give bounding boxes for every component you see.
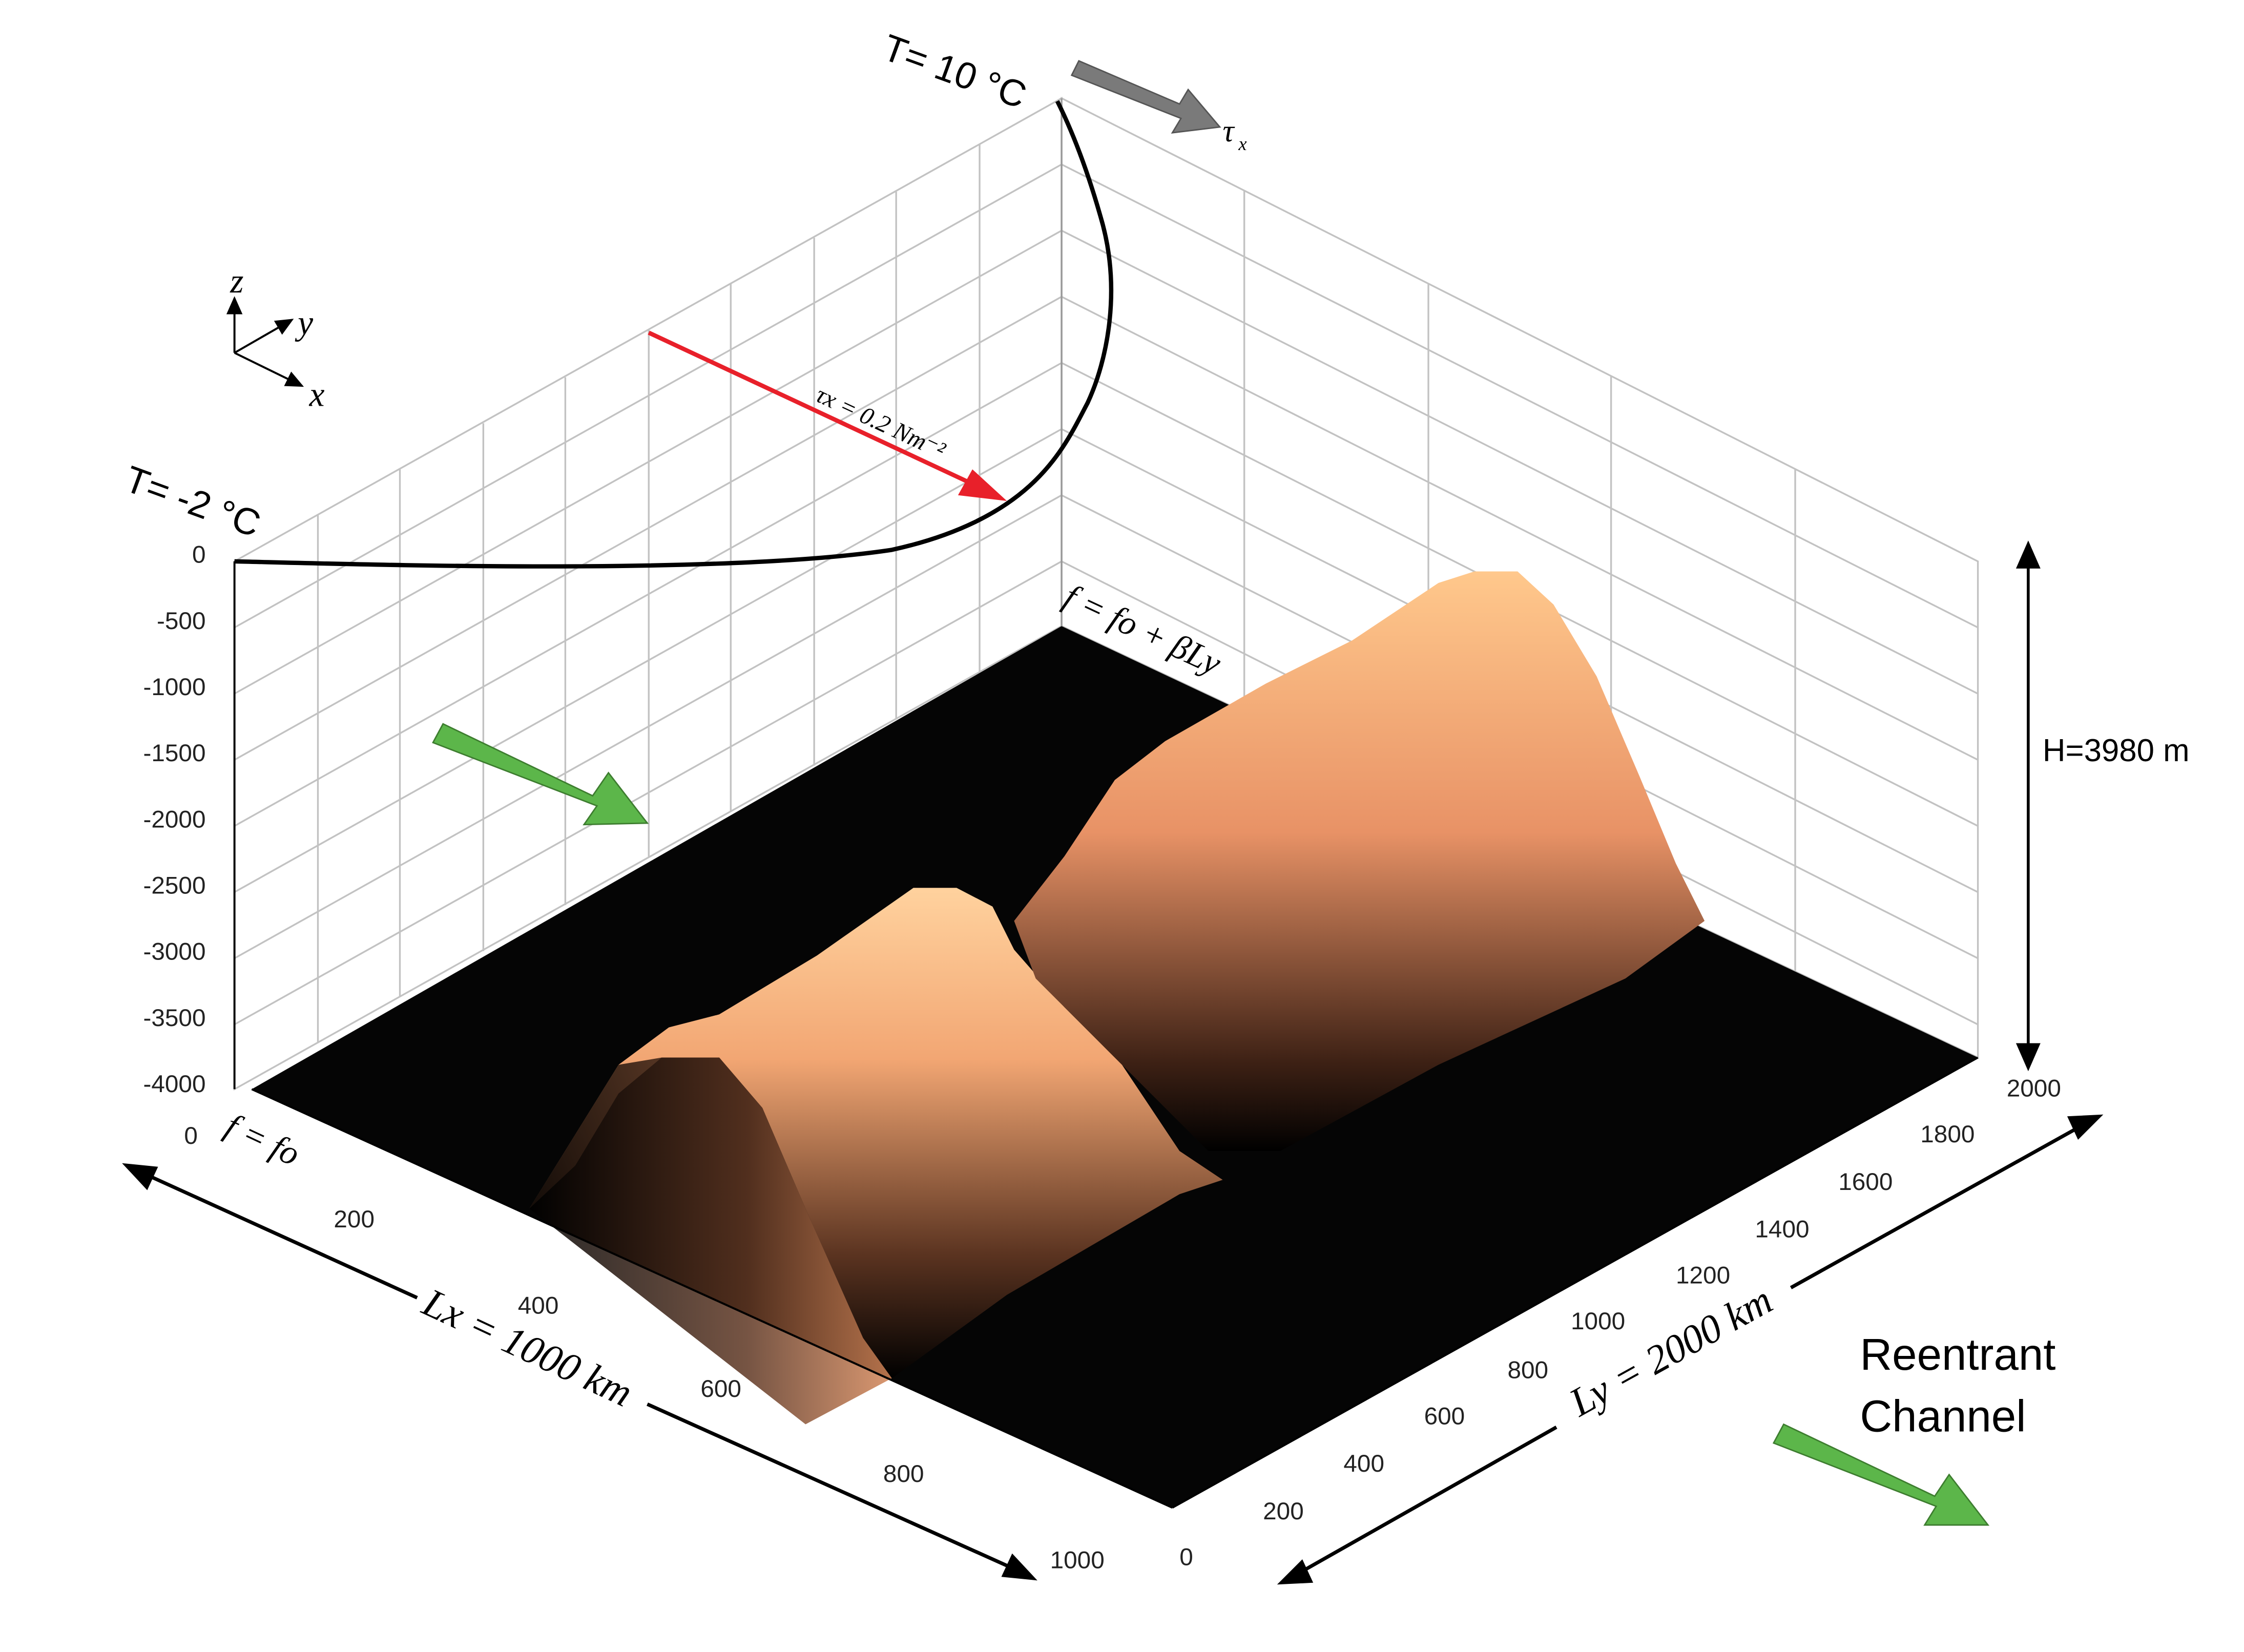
z-tick: -2500: [143, 872, 205, 899]
flow-arrow-right: [1772, 1423, 1990, 1526]
axis-z-label: z: [230, 262, 243, 300]
z-axis-ticks: 0 -500 -1000 -1500 -2000 -2500 -3000 -35…: [143, 541, 205, 1098]
y-tick: 1600: [1838, 1168, 1893, 1196]
coordinate-triad: [226, 296, 304, 387]
z-tick: -1000: [143, 674, 205, 701]
z-tick: -4000: [143, 1071, 205, 1098]
y-tick: 1200: [1676, 1262, 1730, 1289]
y-tick: 800: [1507, 1357, 1548, 1384]
x-tick: 800: [883, 1460, 924, 1488]
y-tick: 1400: [1755, 1216, 1809, 1243]
wind-stress-arrow: [648, 330, 1007, 501]
x-axis-ticks: 0 200 400 600 800 1000: [184, 1122, 1104, 1574]
tau-x-label: τ: [1223, 114, 1235, 149]
x-tick: 400: [518, 1292, 559, 1319]
axis-x-label: x: [309, 375, 325, 414]
flow-arrow-left: [432, 723, 649, 826]
y-tick: 0: [1179, 1544, 1193, 1571]
y-tick: 1800: [1920, 1121, 1975, 1148]
lx-dimension-arrow: [122, 1163, 1037, 1581]
temp-top-label: T= 10 °C: [878, 27, 1032, 117]
z-tick: -500: [157, 608, 206, 635]
ridge-front: [529, 888, 1223, 1425]
tau-x-subscript: x: [1238, 133, 1246, 154]
channel-label-line2: Channel: [1860, 1392, 2026, 1441]
y-axis-line: [1172, 1056, 1979, 1509]
y-tick: 1000: [1571, 1308, 1625, 1335]
x-axis-line: [251, 1088, 1173, 1509]
wind-direction-arrow: [1070, 59, 1221, 134]
x-tick: 600: [700, 1375, 741, 1403]
x-tick: 200: [334, 1206, 375, 1233]
y-tick: 400: [1343, 1450, 1384, 1477]
z-tick: -2000: [143, 806, 205, 833]
f-bottom-label: f = fo: [220, 1106, 306, 1173]
channel-label-line1: Reentrant: [1860, 1330, 2055, 1379]
height-dimension-arrow: [2016, 540, 2041, 1072]
y-tick: 200: [1263, 1498, 1304, 1525]
z-tick: -3500: [143, 1005, 205, 1032]
y-tick: 600: [1424, 1403, 1465, 1430]
ly-dimension-arrow: [1277, 1114, 2104, 1585]
z-tick: -3000: [143, 938, 205, 966]
back-wall-left-grid: [233, 96, 1063, 1091]
z-tick: 0: [192, 541, 206, 569]
y-axis-ticks: 0 200 400 600 800 1000 1200 1400 1600 18…: [1179, 1075, 2061, 1571]
axis-y-label: y: [295, 303, 313, 342]
x-tick: 1000: [1050, 1546, 1105, 1574]
x-tick: 0: [184, 1122, 198, 1149]
z-tick: -1500: [143, 740, 205, 767]
ridge-back: [1014, 571, 1705, 1152]
ly-label: Ly = 2000 km: [1562, 1278, 1780, 1426]
y-tick: 2000: [2007, 1075, 2061, 1102]
temp-bottom-label: T= -2 °C: [119, 458, 266, 545]
height-label: H=3980 m: [2043, 733, 2190, 768]
temperature-profile-curve: [234, 100, 1114, 569]
